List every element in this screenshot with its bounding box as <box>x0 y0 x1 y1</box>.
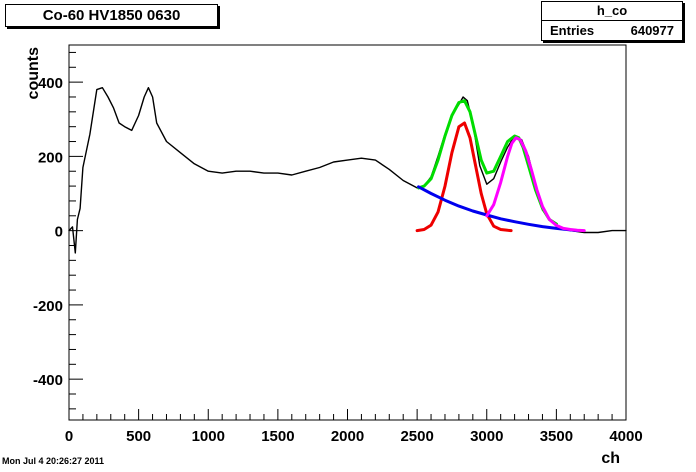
x-tick-label: 1000 <box>192 428 225 445</box>
plot-area-border <box>68 44 627 421</box>
y-tick-label: -400 <box>33 372 63 389</box>
stats-entries-value: 640977 <box>630 23 674 38</box>
stats-histogram-name: h_co <box>542 2 682 21</box>
series-layer <box>68 86 627 254</box>
stats-entries-row: Entries 640977 <box>542 21 682 40</box>
chart-title: Co-60 HV1850 0630 <box>5 4 218 27</box>
timestamp: Mon Jul 4 20:26:27 2011 <box>2 456 105 466</box>
peak2-gaussian-line <box>485 136 586 233</box>
x-tick-label: 3500 <box>540 428 573 445</box>
y-tick-label: 0 <box>55 224 63 241</box>
x-axis-title: ch <box>601 450 620 467</box>
stats-box: h_co Entries 640977 <box>541 1 683 41</box>
y-tick-label: 400 <box>38 75 63 92</box>
stats-entries-label: Entries <box>550 23 595 38</box>
x-tick-label: 1500 <box>261 428 294 445</box>
x-tick-label: 2000 <box>331 428 364 445</box>
x-tick-label: 0 <box>65 428 73 445</box>
histogram-line <box>68 86 627 254</box>
axis-labels: 0 500 1000 1500 2000 2500 3000 3500 4000-400-200… <box>25 47 643 467</box>
x-tick-label: 4000 <box>609 428 642 445</box>
plot-frame <box>68 44 627 421</box>
x-tick-label: 3000 <box>470 428 503 445</box>
background-line <box>417 185 579 233</box>
y-tick-label: 200 <box>38 149 63 166</box>
y-tick-label: -200 <box>33 298 63 315</box>
x-tick-label: 2500 <box>400 428 433 445</box>
peak1-gaussian-line <box>415 121 513 233</box>
x-tick-label: 500 <box>126 428 151 445</box>
axis-ticks <box>68 51 627 420</box>
total-fit-line <box>417 99 558 226</box>
y-axis-title: counts <box>25 47 42 100</box>
